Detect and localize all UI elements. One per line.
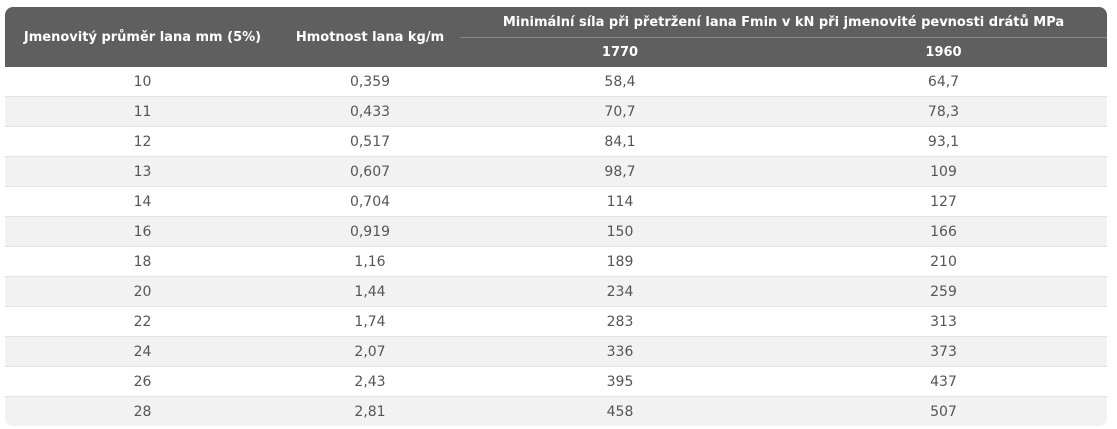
cell-diameter: 11 <box>5 96 280 127</box>
cell-diameter: 18 <box>5 246 280 277</box>
cell-force-1960: 78,3 <box>780 96 1107 127</box>
table-row: 11 0,433 70,7 78,3 <box>5 96 1107 127</box>
table-row: 28 2,81 458 507 <box>5 396 1107 426</box>
table-header: Jmenovitý průměr lana mm (5%) Hmotnost l… <box>5 7 1107 67</box>
cell-force-1770: 98,7 <box>460 156 780 187</box>
cell-diameter: 28 <box>5 396 280 426</box>
cell-weight: 2,07 <box>280 336 460 367</box>
cell-force-1770: 84,1 <box>460 126 780 157</box>
cell-weight: 0,919 <box>280 216 460 247</box>
cell-force-1960: 93,1 <box>780 126 1107 157</box>
cell-diameter: 20 <box>5 276 280 307</box>
cell-force-1770: 58,4 <box>460 67 780 97</box>
cell-weight: 0,704 <box>280 186 460 217</box>
table-row: 16 0,919 150 166 <box>5 216 1107 247</box>
table-row: 10 0,359 58,4 64,7 <box>5 67 1107 97</box>
table-row: 22 1,74 283 313 <box>5 306 1107 337</box>
header-strength-1770: 1770 <box>460 37 780 67</box>
cell-weight: 0,359 <box>280 67 460 97</box>
header-diameter: Jmenovitý průměr lana mm (5%) <box>5 7 280 67</box>
cell-force-1960: 127 <box>780 186 1107 217</box>
rope-spec-table-container: Jmenovitý průměr lana mm (5%) Hmotnost l… <box>5 7 1107 426</box>
cell-force-1960: 210 <box>780 246 1107 277</box>
cell-force-1960: 373 <box>780 336 1107 367</box>
table-row: 14 0,704 114 127 <box>5 186 1107 217</box>
cell-weight: 2,43 <box>280 366 460 397</box>
table-row: 13 0,607 98,7 109 <box>5 156 1107 187</box>
cell-force-1770: 150 <box>460 216 780 247</box>
cell-diameter: 13 <box>5 156 280 187</box>
cell-force-1770: 234 <box>460 276 780 307</box>
cell-diameter: 12 <box>5 126 280 157</box>
table-row: 20 1,44 234 259 <box>5 276 1107 307</box>
cell-force-1960: 166 <box>780 216 1107 247</box>
cell-force-1960: 109 <box>780 156 1107 187</box>
cell-diameter: 24 <box>5 336 280 367</box>
cell-weight: 2,81 <box>280 396 460 426</box>
table-row: 24 2,07 336 373 <box>5 336 1107 367</box>
header-force-group: Minimální síla při přetržení lana Fmin v… <box>460 7 1107 38</box>
cell-force-1770: 458 <box>460 396 780 426</box>
cell-force-1770: 283 <box>460 306 780 337</box>
table-body: 10 0,359 58,4 64,7 11 0,433 70,7 78,3 12 0,517 84,… <box>5 67 1107 426</box>
rope-spec-table: Jmenovitý průměr lana mm (5%) Hmotnost l… <box>5 7 1107 426</box>
cell-force-1770: 189 <box>460 246 780 277</box>
cell-diameter: 26 <box>5 366 280 397</box>
cell-weight: 1,74 <box>280 306 460 337</box>
header-strength-1960: 1960 <box>780 37 1107 67</box>
cell-force-1770: 114 <box>460 186 780 217</box>
cell-diameter: 16 <box>5 216 280 247</box>
table-row: 26 2,43 395 437 <box>5 366 1107 397</box>
cell-diameter: 10 <box>5 67 280 97</box>
cell-force-1960: 437 <box>780 366 1107 397</box>
cell-force-1960: 507 <box>780 396 1107 426</box>
cell-diameter: 22 <box>5 306 280 337</box>
cell-weight: 0,607 <box>280 156 460 187</box>
cell-force-1960: 313 <box>780 306 1107 337</box>
table-row: 12 0,517 84,1 93,1 <box>5 126 1107 157</box>
cell-weight: 0,517 <box>280 126 460 157</box>
cell-weight: 1,44 <box>280 276 460 307</box>
cell-force-1770: 70,7 <box>460 96 780 127</box>
cell-force-1960: 259 <box>780 276 1107 307</box>
cell-force-1960: 64,7 <box>780 67 1107 97</box>
cell-force-1770: 395 <box>460 366 780 397</box>
table-row: 18 1,16 189 210 <box>5 246 1107 277</box>
cell-weight: 1,16 <box>280 246 460 277</box>
header-weight: Hmotnost lana kg/m <box>280 7 460 67</box>
cell-weight: 0,433 <box>280 96 460 127</box>
cell-force-1770: 336 <box>460 336 780 367</box>
cell-diameter: 14 <box>5 186 280 217</box>
